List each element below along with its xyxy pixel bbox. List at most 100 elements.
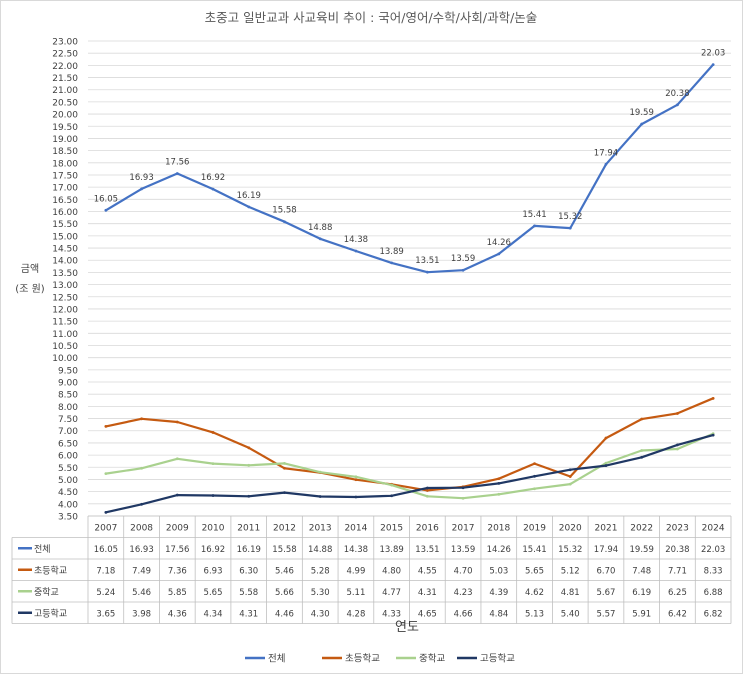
y-tick-label: 15.00 [52, 232, 78, 242]
table-cell: 17.94 [594, 545, 618, 555]
data-label: 16.92 [201, 173, 225, 183]
data-point [283, 461, 286, 465]
table-cell: 4.84 [489, 609, 508, 619]
table-cell: 7.48 [632, 566, 651, 576]
table-cell: 19.59 [630, 545, 654, 555]
y-tick-label: 4.50 [58, 488, 78, 498]
table-cell: 5.03 [489, 566, 508, 576]
y-tick-label: 8.00 [58, 403, 78, 413]
data-point [533, 474, 536, 478]
table-cell: 4.80 [382, 566, 401, 576]
data-point [604, 162, 608, 166]
data-point [247, 463, 251, 467]
data-point [604, 464, 608, 467]
table-cell: 6.88 [704, 588, 723, 598]
y-tick-label: 4.00 [58, 500, 78, 510]
table-cell: 5.66 [275, 588, 294, 598]
data-point [497, 481, 501, 485]
data-label: 17.56 [165, 158, 189, 168]
table-cell: 5.65 [204, 588, 223, 598]
data-label: 15.58 [272, 206, 296, 216]
data-point [283, 220, 286, 224]
table-series-name: 초등학교 [34, 565, 67, 576]
y-tick-label: 11.50 [52, 318, 78, 328]
legend: 전체 초등학교 중학교 고등학교 [245, 654, 515, 665]
table-cell: 5.40 [561, 609, 580, 619]
table-cell: 4.28 [346, 609, 365, 619]
y-tick-label: 19.00 [52, 135, 78, 145]
table-series-name: 중학교 [34, 587, 59, 598]
table-cell: 5.13 [525, 609, 544, 619]
table-cell: 4.30 [311, 609, 330, 619]
y-tick-label: 13.50 [52, 269, 78, 279]
data-point [425, 489, 429, 492]
y-tick-label: 13.00 [52, 281, 78, 291]
x-tick-label: 2024 [702, 523, 725, 533]
data-point [175, 457, 179, 461]
data-point [640, 122, 644, 126]
table-cell: 6.82 [704, 609, 723, 619]
y-tick-label: 7.00 [58, 427, 78, 437]
data-point [318, 237, 322, 241]
table-cell: 5.85 [168, 588, 187, 598]
x-tick-label: 2009 [166, 523, 189, 533]
data-point [104, 510, 108, 514]
data-label: 13.51 [415, 256, 439, 266]
data-point [175, 420, 179, 424]
x-tick-label: 2008 [130, 523, 153, 533]
y-tick-label: 8.50 [58, 391, 78, 401]
y-tick-label: 17.50 [52, 171, 78, 181]
y-tick-label: 10.50 [52, 342, 78, 352]
table-cell: 14.88 [308, 545, 332, 555]
table-cell: 16.92 [201, 545, 225, 555]
data-point [461, 496, 465, 500]
data-point [140, 466, 143, 470]
y-tick-label: 7.50 [58, 415, 78, 425]
data-point [140, 502, 143, 506]
table-cell: 4.99 [346, 566, 365, 576]
data-labels: 16.05 16.93 17.56 16.92 16.19 15.58 14.88 14.38… [94, 49, 726, 267]
table-cell: 5.30 [311, 588, 330, 598]
x-tick-label: 2013 [309, 523, 332, 533]
data-point [175, 172, 179, 175]
data-point [140, 187, 143, 191]
table-cell: 16.05 [94, 545, 118, 555]
data-point [104, 424, 108, 428]
data-point [354, 475, 358, 479]
legend-label: 전체 [268, 654, 285, 665]
data-point [676, 447, 679, 451]
y-tick-label: 21.50 [52, 74, 78, 84]
data-point [354, 478, 358, 482]
y-tick-label: 14.50 [52, 245, 78, 255]
data-point [568, 475, 572, 478]
data-table: 2007 2008 2009 2010 2011 2012 2013 2014 2015 2016… [11, 515, 732, 624]
table-cell: 5.91 [632, 609, 651, 619]
x-tick-label: 2011 [237, 523, 260, 533]
y-tick-label: 22.00 [52, 62, 78, 72]
table-cell: 4.33 [382, 609, 401, 619]
data-point [390, 483, 394, 487]
data-label: 14.26 [487, 238, 511, 248]
table-cell: 16.19 [237, 545, 261, 555]
data-label: 14.88 [308, 223, 332, 233]
data-label: 16.19 [237, 191, 261, 201]
data-point [568, 468, 572, 472]
data-point [533, 487, 536, 491]
table-cell: 3.65 [96, 609, 115, 619]
data-point [676, 103, 679, 107]
legend-label: 중학교 [419, 654, 445, 665]
data-point [318, 495, 322, 498]
data-point [640, 417, 644, 421]
data-point [211, 431, 215, 434]
x-tick-label: 2012 [273, 523, 296, 533]
y-tick-label: 18.50 [52, 147, 78, 157]
data-point [533, 462, 536, 466]
data-label: 17.94 [594, 148, 618, 158]
table-cell: 4.66 [454, 609, 473, 619]
table-cell: 7.18 [96, 566, 115, 576]
y-tick-label: 20.50 [52, 98, 78, 108]
legend-label: 초등학교 [345, 654, 380, 665]
x-tick-label: 2020 [559, 523, 582, 533]
data-point [283, 466, 286, 470]
